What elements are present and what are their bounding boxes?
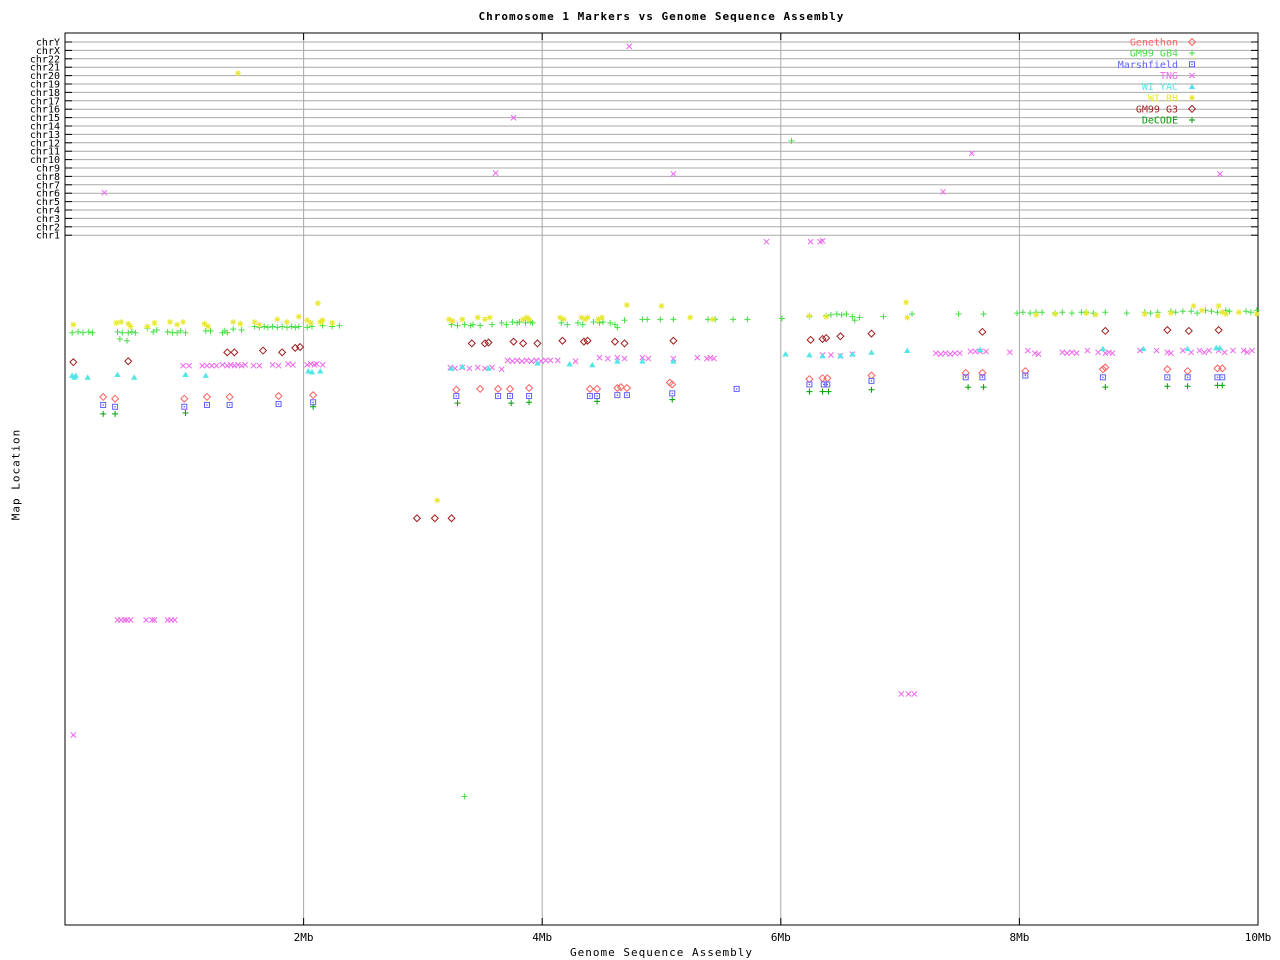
y-tick-label-chr1: chr1 [36,231,60,242]
y-tick-label-chr15: chr15 [30,113,60,124]
legend-label-gm99-gb4: GM99 GB4 [1130,49,1178,60]
series-genethon [99,363,1227,403]
plot-border [64,32,1259,926]
series-marshfield [100,372,1226,410]
y-tick-label-chr2: chr2 [36,222,60,233]
y-tick-label-chr17: chr17 [30,96,60,107]
x-tick-label-6Mb: 6Mb [771,931,791,944]
y-tick-label-chrX: chrX [36,46,60,57]
series-wi-rh [70,70,1260,504]
y-tick-label-chr7: chr7 [36,180,60,191]
y-tick-label-chr13: chr13 [30,130,60,141]
series-gm99-g3 [69,325,1223,523]
y-tick-label-chr12: chr12 [30,138,60,149]
legend-label-wi-rh: WI RH [1148,93,1178,104]
legend-label-genethon: Genethon [1130,38,1178,49]
y-tick-label-chr16: chr16 [30,105,60,116]
y-tick-label-chr14: chr14 [30,122,60,133]
legend-label-tng: TNG [1160,71,1178,82]
legend-label-wi-yac: WI YAC [1142,82,1178,93]
series-wi-yac [68,344,1224,380]
legend-label-marshfield: Marshfield [1118,60,1178,71]
x-axis-title: Genome Sequence Assembly [570,946,753,959]
y-tick-label-chr5: chr5 [36,197,60,208]
x-tick-label-2Mb: 2Mb [294,931,314,944]
x-tick-label-8Mb: 8Mb [1009,931,1029,944]
grid-lines: chrYchrXchr22chr21chr20chr19chr18chr17ch… [30,33,1271,944]
legend-label-decode: DeCODE [1142,116,1178,127]
y-tick-label-chr19: chr19 [30,80,60,91]
x-tick-label-10Mb: 10Mb [1245,931,1272,944]
y-tick-label-chr8: chr8 [36,172,60,183]
series-gm99-gb4 [69,137,1260,800]
y-tick-label-chr20: chr20 [30,71,60,82]
y-tick-label-chr11: chr11 [30,147,60,158]
y-tick-label-chr21: chr21 [30,63,60,74]
y-tick-label-chr18: chr18 [30,88,60,99]
y-tick-label-chr22: chr22 [30,54,60,65]
y-tick-label-chr9: chr9 [36,164,60,175]
y-tick-label-chr10: chr10 [30,155,60,166]
x-tick-label-4Mb: 4Mb [532,931,552,944]
y-tick-label-chr6: chr6 [36,189,60,200]
legend-label-gm99-g3: GM99 G3 [1136,104,1178,115]
series-decode [100,382,1226,417]
y-tick-label-chr3: chr3 [36,214,60,225]
y-tick-label-chrY: chrY [36,38,60,49]
y-tick-label-chr4: chr4 [36,206,60,217]
chart-title: Chromosome 1 Markers vs Genome Sequence … [478,10,845,23]
series-tng [70,43,1255,738]
